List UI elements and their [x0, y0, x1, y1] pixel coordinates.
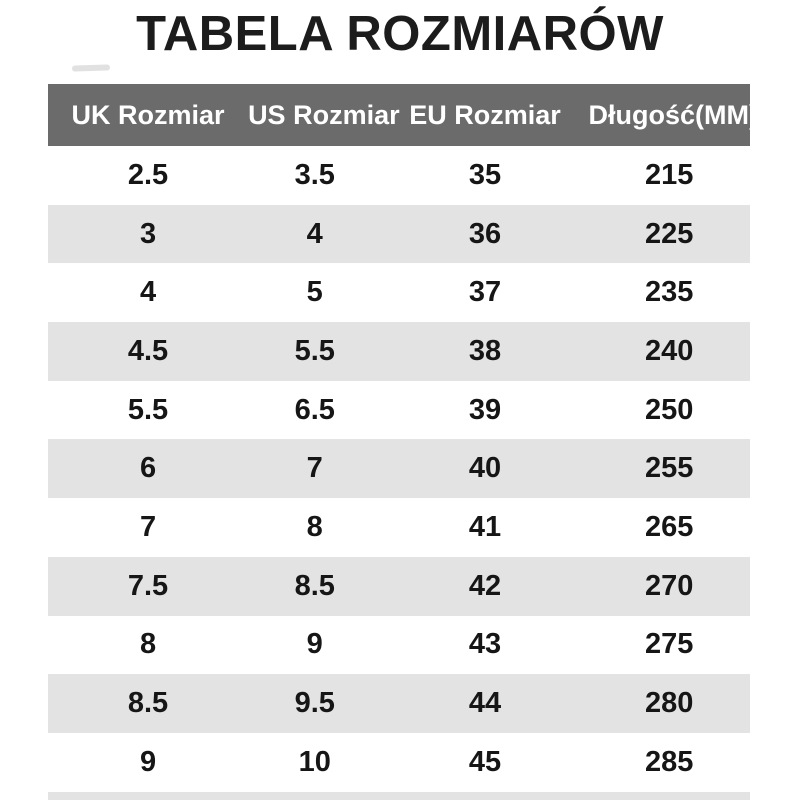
- cell-us: 5.5: [294, 334, 335, 367]
- table-row: 9 10 45 285: [48, 732, 750, 792]
- table-row: 8.5 9.5 44 280: [48, 674, 750, 733]
- cell-length: 235: [645, 276, 694, 309]
- cell-length: 270: [645, 569, 694, 602]
- cell-uk: 4.5: [127, 334, 169, 367]
- cell-us: 7: [306, 452, 323, 485]
- cell-uk: 9: [139, 745, 157, 778]
- cell-eu: 36: [468, 217, 502, 250]
- cell-us: 9: [306, 628, 323, 661]
- cell-eu: 39: [468, 393, 502, 426]
- page-title: TABELA ROZMIARÓW: [136, 7, 664, 61]
- cell-uk: 6: [139, 452, 157, 485]
- cell-uk: 8.5: [127, 687, 169, 720]
- cell-eu: 40: [468, 452, 502, 485]
- cell-us: 6.5: [294, 393, 335, 426]
- table-row: 4 5 37 235: [48, 263, 750, 323]
- cell-uk: 5.5: [127, 393, 169, 426]
- column-header-us: US Rozmiar: [248, 99, 400, 130]
- cell-us: 5: [306, 276, 323, 309]
- size-table: UK Rozmiar US Rozmiar EU Rozmiar Długość…: [48, 84, 758, 800]
- cell-uk: 2.5: [127, 158, 169, 191]
- cell-us: 10: [298, 745, 331, 778]
- cell-eu: 42: [468, 569, 502, 602]
- partial-next-row: [48, 791, 750, 800]
- cell-length: 280: [645, 687, 694, 720]
- cell-eu: 44: [468, 687, 502, 720]
- column-header-eu: EU Rozmiar: [409, 99, 561, 130]
- cell-us: 4: [306, 217, 323, 250]
- cell-length: 265: [645, 510, 694, 543]
- column-header-uk: UK Rozmiar: [71, 99, 225, 130]
- table-row: 5.5 6.5 39 250: [48, 380, 750, 440]
- cell-uk: 8: [139, 628, 157, 661]
- cell-eu: 41: [468, 510, 502, 543]
- cell-uk: 3: [139, 217, 157, 250]
- cell-length: 255: [645, 452, 694, 485]
- cell-eu: 45: [468, 745, 502, 778]
- cell-eu: 38: [468, 334, 502, 367]
- column-header-length: Długość(MM): [588, 99, 758, 130]
- cell-eu: 37: [468, 276, 502, 309]
- table-row: 8 9 43 275: [48, 615, 750, 675]
- cell-length: 240: [645, 334, 694, 367]
- cell-length: 275: [645, 628, 694, 661]
- table-row: 7 8 41 265: [48, 498, 750, 557]
- cell-us: 9.5: [294, 687, 335, 720]
- table-row: 6 7 40 255: [48, 439, 750, 499]
- cell-length: 225: [645, 217, 694, 250]
- cell-length: 215: [645, 158, 694, 191]
- cell-length: 285: [645, 745, 694, 778]
- artifact-smudge: [71, 64, 111, 72]
- table-row: 7.5 8.5 42 270: [48, 556, 750, 616]
- table-header-row: UK Rozmiar US Rozmiar EU Rozmiar Długość…: [48, 84, 758, 146]
- cell-uk: 4: [139, 276, 157, 309]
- table-row: 3 4 36 225: [48, 204, 750, 264]
- cell-uk: 7.5: [127, 569, 169, 602]
- cell-length: 250: [645, 393, 694, 426]
- cell-us: 8.5: [294, 569, 335, 602]
- cell-uk: 7: [139, 510, 157, 543]
- cell-us: 3.5: [294, 158, 335, 191]
- cell-eu: 43: [468, 628, 502, 661]
- table-row: 2.5 3.5 35 215: [48, 146, 750, 205]
- cell-eu: 35: [468, 158, 502, 191]
- cell-us: 8: [306, 510, 323, 543]
- table-row: 4.5 5.5 38 240: [48, 322, 750, 381]
